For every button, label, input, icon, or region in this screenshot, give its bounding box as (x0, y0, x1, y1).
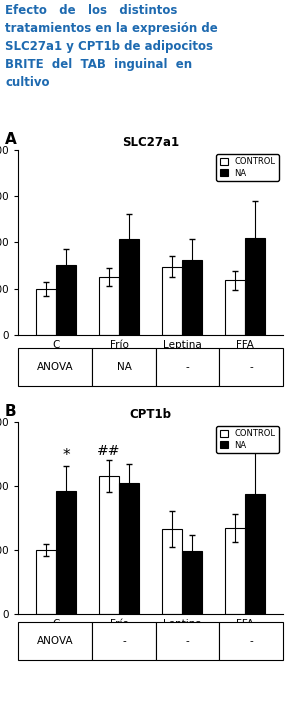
Text: A: A (5, 132, 17, 146)
Text: -: - (249, 636, 253, 646)
Text: B: B (5, 405, 17, 419)
Text: -: - (186, 362, 189, 372)
Text: *: * (62, 448, 70, 463)
Bar (92, 348, 156, 386)
Bar (56, 265, 76, 335)
Text: ANOVA: ANOVA (37, 636, 73, 646)
Bar (36, 550, 56, 614)
Text: Efecto   de   los   distintos
tratamientos en la expresión de
SLC27a1 y CPT1b de: Efecto de los distintos tratamientos en … (5, 4, 218, 89)
Text: NA: NA (116, 362, 131, 372)
Bar (18, 348, 92, 386)
Text: -: - (249, 362, 253, 372)
Bar (225, 280, 245, 335)
Legend: CONTROL, NA: CONTROL, NA (216, 154, 279, 181)
Bar (156, 622, 219, 660)
Bar (156, 348, 219, 386)
Title: SLC27a1: SLC27a1 (122, 136, 179, 149)
Bar (245, 238, 265, 335)
Bar (92, 622, 156, 660)
Title: CPT1b: CPT1b (130, 408, 171, 421)
Text: ANOVA: ANOVA (37, 362, 73, 372)
Bar (119, 483, 139, 614)
Text: ##: ## (97, 444, 121, 458)
Bar (119, 239, 139, 335)
Text: -: - (186, 636, 189, 646)
Bar (18, 622, 92, 660)
Bar (99, 476, 119, 614)
Bar (219, 348, 283, 386)
Text: -: - (122, 636, 126, 646)
Bar (36, 289, 56, 335)
Bar (56, 491, 76, 614)
Bar (182, 260, 202, 335)
Legend: CONTROL, NA: CONTROL, NA (216, 426, 279, 453)
Bar (219, 622, 283, 660)
Bar (162, 266, 182, 335)
Bar (182, 551, 202, 614)
Bar (225, 528, 245, 614)
Bar (162, 529, 182, 614)
Bar (245, 494, 265, 614)
Bar (99, 277, 119, 335)
